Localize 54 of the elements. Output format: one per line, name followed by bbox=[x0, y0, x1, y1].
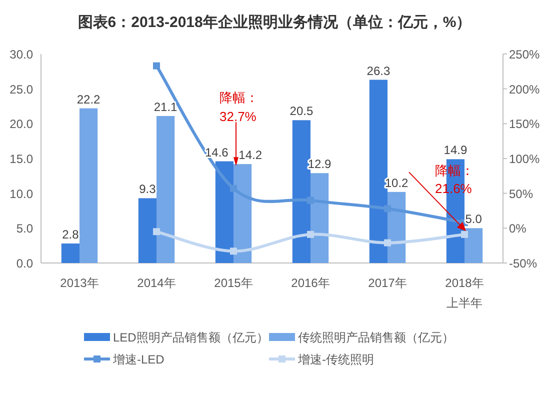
x-tick-label: 2018年上半年 bbox=[445, 276, 484, 310]
point bbox=[153, 62, 160, 70]
legend-label: LED照明产品销售额（亿元） bbox=[113, 330, 268, 344]
bar bbox=[156, 116, 175, 263]
point bbox=[307, 196, 314, 204]
point bbox=[153, 228, 160, 236]
x-tick-label: 2017年 bbox=[368, 276, 407, 290]
data-label: 9.3 bbox=[139, 182, 156, 196]
data-label: 22.2 bbox=[76, 92, 101, 106]
x-tick-label: 2015年 bbox=[214, 276, 253, 290]
y-tick-label: 25.0 bbox=[10, 82, 34, 96]
point bbox=[384, 239, 391, 246]
chart-title: 图表6：2013-2018年企业照明业务情况（单位：亿元，%） bbox=[78, 14, 472, 31]
x-tick-label: 2013年 bbox=[60, 276, 99, 290]
data-label: 20.5 bbox=[290, 104, 314, 118]
point bbox=[461, 230, 468, 238]
bar bbox=[215, 161, 234, 263]
y2-tick-label: 150% bbox=[509, 117, 540, 132]
data-label: 26.3 bbox=[366, 64, 390, 78]
point bbox=[230, 184, 237, 192]
x-tick-label: 2014年 bbox=[137, 276, 176, 290]
data-label: 21.1 bbox=[154, 100, 178, 114]
data-label: 2.8 bbox=[62, 227, 80, 242]
bar bbox=[138, 198, 156, 263]
data-label: 14.2 bbox=[238, 148, 262, 162]
y2-tick-label: -50% bbox=[509, 256, 538, 270]
legend-label: 增速-传统照明 bbox=[297, 352, 374, 366]
point bbox=[307, 230, 314, 238]
y-tick-label: 30.0 bbox=[10, 48, 34, 62]
x-tick-label: 2016年 bbox=[291, 276, 330, 290]
bar bbox=[234, 164, 252, 263]
y-tick-label: 5.0 bbox=[16, 222, 34, 236]
y-tick-label: 15.0 bbox=[10, 152, 34, 166]
data-label: 5.0 bbox=[465, 212, 482, 226]
legend-label: 增速-LED bbox=[112, 352, 165, 366]
legend-label: 传统照明产品销售额（亿元） bbox=[298, 330, 454, 344]
y-tick-label: 10.0 bbox=[10, 186, 34, 201]
point bbox=[230, 248, 237, 255]
bar bbox=[292, 120, 310, 263]
bar bbox=[310, 173, 329, 263]
y2-tick-label: 250% bbox=[509, 48, 540, 62]
point bbox=[384, 205, 391, 212]
y-tick-label: 20.0 bbox=[10, 117, 34, 132]
bar bbox=[61, 243, 80, 263]
y2-tick-label: 0% bbox=[509, 222, 527, 236]
bar bbox=[369, 80, 388, 263]
y2-tick-label: 50% bbox=[509, 186, 534, 201]
data-label: 14.9 bbox=[444, 143, 468, 158]
y-tick-label: 0.0 bbox=[16, 256, 34, 270]
y2-tick-label: 100% bbox=[509, 152, 540, 166]
annotation: 降幅： 32.7% bbox=[220, 90, 258, 124]
bar bbox=[464, 228, 483, 263]
y2-tick-label: 200% bbox=[509, 82, 540, 96]
bar bbox=[80, 108, 98, 263]
